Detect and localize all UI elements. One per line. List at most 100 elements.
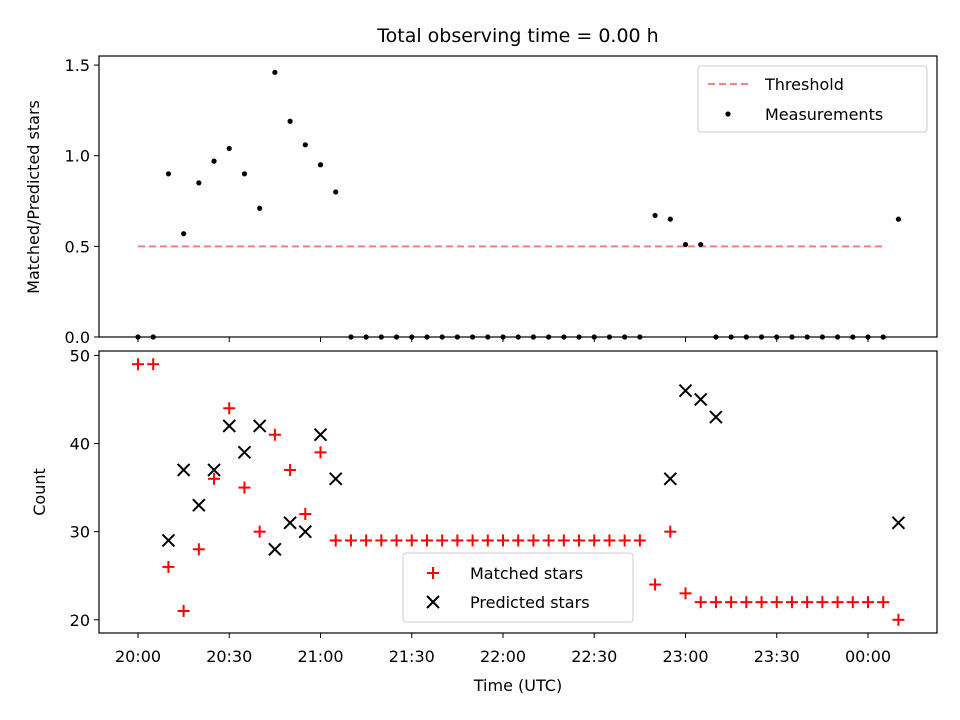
matched-star-point — [481, 534, 494, 547]
legend-matched-marker — [427, 567, 439, 579]
bottom-legend: Matched stars Predicted stars — [402, 552, 634, 623]
matched-star-point — [208, 472, 221, 485]
matched-star-point — [314, 446, 327, 459]
top-axes-frame — [98, 55, 938, 338]
x-axis-label: Time (UTC) — [473, 676, 562, 695]
chart-title: Total observing time = 0.00 h — [376, 25, 658, 47]
measurement-point — [652, 212, 658, 219]
matched-star-point — [740, 596, 753, 609]
legend-measurements-marker — [725, 111, 731, 117]
matched-star-point — [466, 534, 479, 547]
predicted-star-point — [237, 445, 252, 460]
legend-matched-label: Matched stars — [470, 564, 583, 583]
matched-star-point — [709, 596, 722, 609]
predicted-star-point — [192, 498, 206, 512]
predicted-star-point — [298, 524, 312, 539]
matched-star-point — [497, 534, 509, 547]
matched-star-point — [633, 534, 646, 547]
x-tick-label: 20:30 — [206, 647, 252, 666]
predicted-star-point — [694, 392, 708, 407]
matched-star-point — [451, 534, 464, 547]
predicted-star-point — [207, 463, 221, 477]
legend-threshold-label: Threshold — [764, 75, 844, 94]
measurement-point — [257, 205, 263, 211]
bottom-axes-frame — [98, 350, 938, 634]
matched-star-point — [816, 596, 829, 609]
measurement-point — [241, 171, 248, 177]
matched-star-point — [527, 534, 540, 547]
matched-star-point — [390, 534, 403, 547]
matched-star-point — [268, 428, 281, 441]
matched-star-point — [770, 596, 783, 609]
matched-star-point — [284, 463, 297, 476]
predicted-star-point — [252, 419, 267, 433]
measurement-point — [196, 180, 202, 186]
x-tick-label: 23:30 — [754, 647, 800, 666]
x-tick-label: 22:30 — [571, 647, 617, 666]
x-tick-label: 21:00 — [297, 647, 343, 666]
bottom-marks — [132, 358, 906, 626]
x-tick-label: 20:00 — [115, 647, 161, 666]
matched-star-point — [512, 534, 525, 547]
top-y-tick-label: 0.5 — [65, 237, 90, 256]
measurement-point — [698, 241, 704, 248]
matched-star-point — [892, 613, 905, 626]
measurement-point — [333, 189, 339, 195]
predicted-star-point — [709, 410, 723, 424]
measurement-point — [181, 231, 187, 237]
matched-star-point — [177, 604, 190, 617]
matched-star-point — [420, 534, 433, 547]
measurement-point — [682, 241, 689, 248]
matched-star-point — [436, 534, 449, 547]
matched-star-point — [725, 596, 738, 609]
legend-predicted-label: Predicted stars — [470, 593, 590, 612]
matched-star-point — [694, 596, 707, 609]
bottom-legend-box — [402, 552, 634, 623]
measurement-point — [667, 216, 673, 222]
matched-star-point — [801, 596, 814, 609]
predicted-star-point — [663, 472, 677, 486]
predicted-star-point — [678, 383, 693, 398]
measurement-point — [211, 158, 217, 164]
measurement-point — [287, 118, 293, 124]
measurement-point — [165, 171, 172, 177]
predicted-star-point — [313, 428, 328, 442]
matched-star-point — [253, 525, 266, 538]
matched-star-point — [573, 534, 586, 547]
top-legend: Threshold Measurements — [697, 65, 928, 133]
bottom-y-axis-label: Count — [30, 468, 49, 516]
top-x-ticks — [137, 337, 869, 342]
matched-star-point — [162, 560, 175, 573]
bottom-y-ticks: 20 30 40 50 — [70, 346, 99, 630]
top-y-axis-label: Matched/Predicted stars — [24, 100, 43, 294]
matched-star-point — [329, 534, 342, 547]
predicted-star-point — [222, 419, 236, 433]
top-y-tick-label: 0.0 — [65, 328, 90, 347]
matched-star-point — [877, 596, 890, 609]
predicted-star-point — [283, 516, 297, 530]
x-tick-label: 21:30 — [389, 647, 435, 666]
matched-star-point — [588, 534, 601, 547]
matched-star-point — [557, 534, 570, 547]
bottom-y-tick-label: 40 — [70, 435, 90, 454]
x-tick-label: 00:00 — [845, 647, 891, 666]
predicted-star-point — [329, 472, 343, 486]
bottom-y-tick-label: 20 — [70, 611, 90, 630]
legend-measurements-label: Measurements — [765, 105, 883, 124]
matched-star-point — [192, 543, 205, 556]
measurement-point — [226, 145, 232, 152]
bottom-x-ticks: 20:00 20:30 21:00 21:30 22:00 22:30 23:00 23:30… — [115, 633, 891, 666]
matched-star-point — [132, 358, 144, 371]
matched-star-point — [603, 534, 616, 547]
matched-star-point — [405, 534, 418, 547]
matched-star-point — [831, 596, 844, 609]
top-y-tick-label: 1.0 — [65, 147, 90, 166]
predicted-star-point — [268, 542, 282, 556]
bottom-y-tick-label: 30 — [70, 523, 90, 542]
matched-star-point — [344, 534, 357, 547]
top-marks — [135, 69, 902, 340]
measurement-point — [272, 69, 278, 75]
matched-star-point — [649, 578, 662, 591]
predicted-star-point — [891, 516, 906, 530]
